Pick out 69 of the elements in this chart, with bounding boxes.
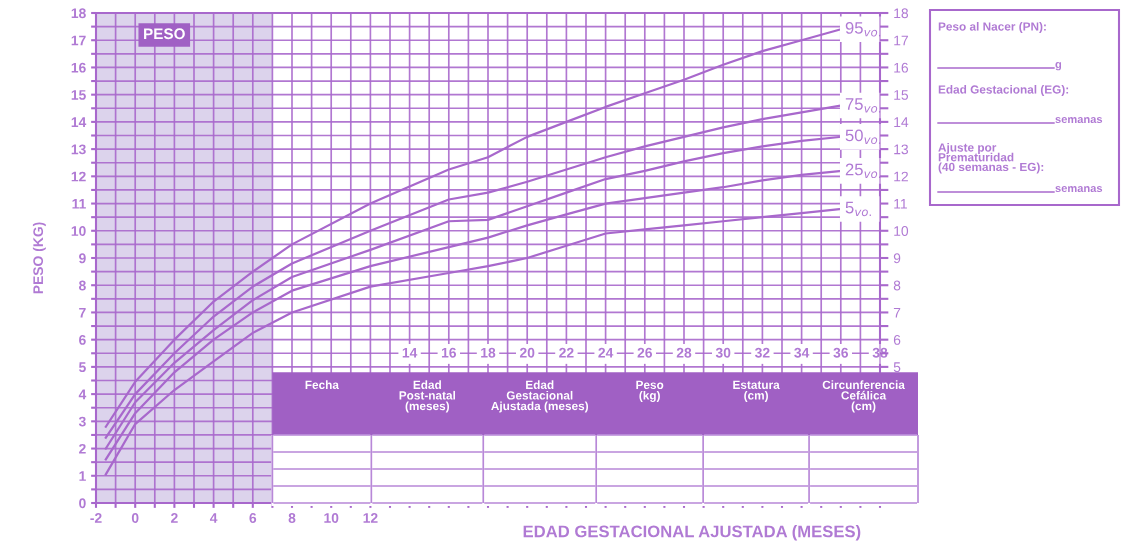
x2-tick-label: 24 [598, 347, 614, 358]
y2-tick-label: 5 [893, 362, 901, 373]
x-axis-title: EDAD GESTACIONAL AJUSTADA (MESES) [523, 525, 861, 541]
x-tick-label: 12 [363, 513, 378, 523]
annotation: Circunferencia Cefálica (cm) [822, 380, 905, 413]
y2-tick-label: 9 [893, 253, 901, 264]
series-label: 5$_{vo.}$ [845, 201, 871, 217]
x-tick-label: 0 [131, 513, 139, 523]
y-tick-label: 18 [71, 8, 86, 19]
y-tick-label: 17 [71, 35, 86, 46]
y-tick-label: 11 [72, 199, 86, 209]
annotation: Peso (kg) [636, 380, 664, 402]
y-tick-label: 10 [71, 226, 86, 236]
y-tick-label: 4 [78, 389, 87, 400]
x-tick-label: 6 [249, 513, 257, 523]
y2-tick-label: 16 [894, 62, 909, 73]
y-tick-label: 7 [79, 307, 86, 318]
y-tick-label: 8 [78, 280, 86, 291]
y-tick-label: 15 [71, 90, 86, 100]
annotation: Estatura (cm) [733, 380, 780, 402]
y2-tick-label: 7 [893, 307, 901, 318]
y-tick-label: 1 [79, 471, 86, 481]
annotation: Fecha [305, 380, 340, 389]
x2-tick-label: 36 [833, 347, 849, 358]
x2-tick-label: 26 [637, 347, 653, 358]
x2-tick-label: 20 [519, 347, 535, 358]
text: semanas [1055, 186, 1103, 193]
y-tick-label: 5 [78, 362, 86, 373]
y-tick-label: 0 [79, 498, 86, 509]
y2-tick-label: 18 [894, 8, 909, 19]
x2-tick-label: 14 [402, 347, 418, 358]
x-tick-label: 2 [171, 513, 178, 523]
annotation: Edad Post-natal (meses) [399, 380, 455, 413]
x2-tick-label: 18 [481, 347, 496, 358]
x2-tick-label: 22 [559, 347, 574, 358]
y-tick-label: 14 [71, 117, 87, 127]
y2-tick-label: 17 [894, 35, 908, 46]
y2-tick-label: 15 [894, 90, 909, 100]
x2-tick-label: 28 [676, 347, 692, 358]
text: g [1055, 62, 1062, 71]
text: Ajuste por Prematuridad (40 semanas - EG): [938, 143, 1044, 174]
y2-tick-label: 10 [894, 226, 909, 236]
annotation: Edad Gestacional Ajustada (meses) [491, 380, 589, 413]
y2-tick-label: 6 [893, 335, 901, 345]
y2-tick-label: 13 [894, 144, 909, 155]
x2-tick-label: 32 [755, 347, 770, 358]
annotation: PESO [144, 28, 185, 40]
y2-tick-label: 12 [894, 171, 908, 182]
y2-tick-label: 11 [894, 199, 907, 209]
y-axis-title: PESO (KG) [32, 222, 46, 294]
text: semanas [1055, 117, 1103, 124]
x-tick-label: 10 [324, 513, 339, 523]
y-tick-label: 9 [79, 253, 86, 264]
y-tick-label: 2 [79, 443, 86, 454]
y-tick-label: 6 [79, 335, 86, 345]
x-tick-label: 8 [288, 513, 296, 523]
x-tick-label: -2 [90, 513, 102, 523]
x2-tick-label: 16 [441, 347, 457, 358]
y2-tick-label: 8 [893, 280, 901, 291]
y2-tick-label: 14 [894, 117, 909, 127]
text: Edad Gestacional (EG): [938, 85, 1069, 96]
x2-tick-label: 34 [794, 347, 810, 358]
y-tick-label: 12 [71, 171, 86, 182]
text: Peso al Nacer (PN): [938, 22, 1046, 33]
y-tick-label: 13 [71, 144, 86, 155]
y-tick-label: 3 [78, 416, 86, 427]
x2-tick-label: 30 [715, 347, 731, 358]
y-tick-label: 16 [71, 62, 86, 73]
x-tick-label: 4 [209, 513, 218, 523]
